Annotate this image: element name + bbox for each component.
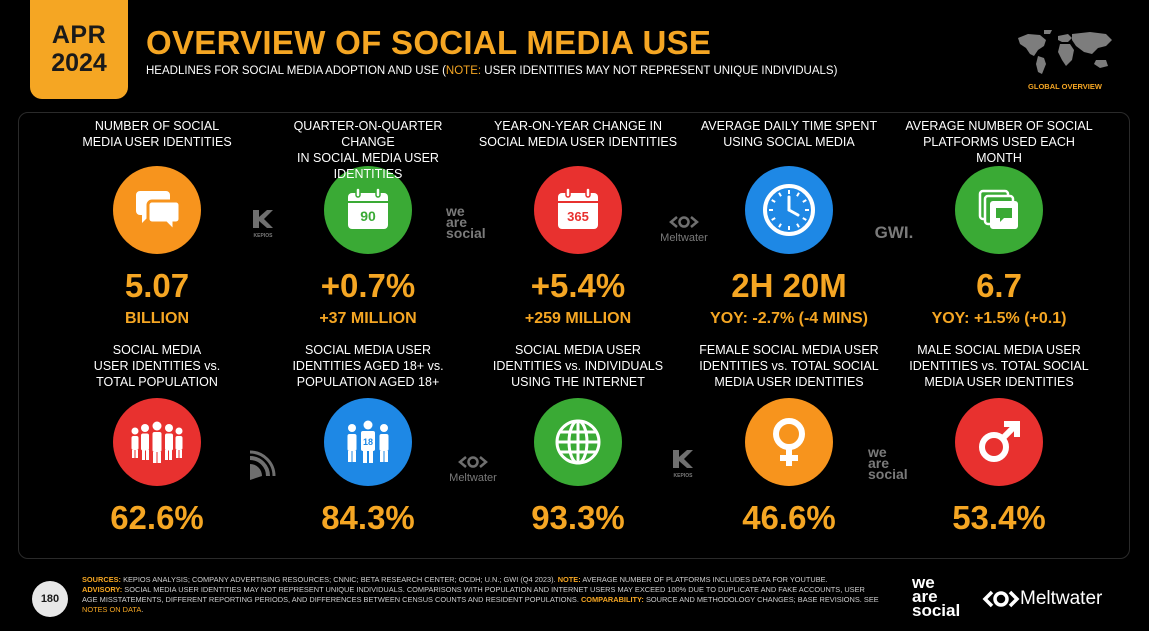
male-symbol-icon: [955, 398, 1043, 486]
card-social-media-user-identities: NUMBER OF SOCIAL MEDIA USER IDENTITIES 5.…: [57, 118, 257, 328]
card-sub: BILLION: [125, 310, 189, 327]
globe-icon: [534, 398, 622, 486]
card-label: SOCIAL MEDIA USER IDENTITIES vs. TOTAL POP…: [93, 343, 221, 389]
clock-icon: [745, 166, 833, 254]
calendar-90-icon: 90: [324, 166, 412, 254]
global-overview-label: GLOBAL OVERVIEW: [1028, 82, 1102, 91]
card-value: 93.3%: [531, 499, 625, 536]
date-month: APR: [51, 21, 107, 49]
card-value: 53.4%: [952, 499, 1046, 536]
female-symbol-icon: [745, 398, 833, 486]
meltwater-mark-icon: [982, 590, 1020, 608]
meltwater-logo-2: Meltwater: [441, 455, 505, 484]
crowd-icon: [113, 398, 201, 486]
card-value: 46.6%: [742, 499, 836, 536]
card-label: AVERAGE NUMBER OF SOCIAL PLATFORMS USED E…: [905, 119, 1093, 165]
card-label: FEMALE SOCIAL MEDIA USER IDENTITIES vs. T…: [699, 343, 879, 389]
card-yoy-change: YEAR-ON-YEAR CHANGE IN SOCIAL MEDIA USER …: [478, 118, 678, 328]
footnote: SOURCES: KEPIOS ANALYSIS; COMPANY ADVERT…: [82, 575, 879, 614]
card-vs-internet-users: SOCIAL MEDIA USER IDENTITIES vs. INDIVIDU…: [478, 342, 678, 536]
card-aged-18-plus: SOCIAL MEDIA USER IDENTITIES AGED 18+ vs.…: [268, 342, 468, 536]
calendar-365-icon: 365: [534, 166, 622, 254]
card-label: NUMBER OF SOCIAL MEDIA USER IDENTITIES: [82, 119, 232, 149]
card-label: YEAR-ON-YEAR CHANGE IN SOCIAL MEDIA USER …: [478, 119, 678, 149]
card-value: +5.4%: [530, 267, 626, 304]
adults-18-icon: 18: [324, 398, 412, 486]
card-value: 2H 20M: [731, 267, 847, 304]
chat-bubbles-icon: [113, 166, 201, 254]
svg-text:18: 18: [363, 437, 373, 447]
page-number: 180: [32, 581, 68, 617]
page-subtitle: HEADLINES FOR SOCIAL MEDIA ADOPTION AND …: [146, 65, 838, 77]
date-badge: APR 2024: [30, 0, 128, 99]
card-vs-total-population: SOCIAL MEDIA USER IDENTITIES vs. TOTAL POP…: [57, 342, 257, 536]
date-year: 2024: [51, 49, 107, 77]
page-title: OVERVIEW OF SOCIAL MEDIA USE: [146, 24, 712, 61]
card-label: QUARTER-ON-QUARTER CHANGE IN SOCIAL MEDIA…: [293, 119, 443, 181]
card-label: MALE SOCIAL MEDIA USER IDENTITIES vs. TOT…: [909, 343, 1089, 389]
meltwater-footer-logo: Meltwater: [982, 588, 1102, 610]
svg-text:365: 365: [567, 209, 589, 224]
card-value: 5.07: [124, 267, 190, 304]
card-sub: YOY: +1.5% (+0.1): [931, 310, 1067, 327]
we-are-social-footer-logo: we are social: [912, 573, 961, 620]
kepios-logo: KEPIOS: [246, 208, 280, 239]
card-female-share: FEMALE SOCIAL MEDIA USER IDENTITIES vs. T…: [689, 342, 889, 536]
gwi-logo: GWI.: [874, 223, 914, 242]
meltwater-logo: Meltwater: [652, 215, 716, 244]
svg-text:90: 90: [360, 208, 376, 224]
stacked-windows-icon: [955, 166, 1043, 254]
data-signal-icon: [246, 450, 280, 486]
world-map-icon: [1018, 30, 1112, 74]
card-sub: +259 MILLION: [524, 310, 632, 327]
content-frame: [18, 112, 1130, 559]
card-sub: YOY: -2.7% (-4 MINS): [710, 310, 868, 327]
we-are-social-logo: we are social: [446, 203, 486, 241]
we-are-social-logo-2: we are social: [868, 444, 908, 482]
card-value: 62.6%: [110, 499, 204, 536]
card-qoq-change: QUARTER-ON-QUARTER CHANGE IN SOCIAL MEDIA…: [268, 118, 468, 328]
card-value: 84.3%: [321, 499, 415, 536]
card-value: 6.7: [976, 267, 1022, 304]
card-male-share: MALE SOCIAL MEDIA USER IDENTITIES vs. TOT…: [899, 342, 1099, 536]
card-sub: +37 MILLION: [319, 310, 417, 327]
card-label: SOCIAL MEDIA USER IDENTITIES vs. INDIVIDU…: [492, 343, 664, 389]
card-value: +0.7%: [320, 267, 416, 304]
kepios-logo-2: KEPIOS: [666, 448, 700, 479]
notes-on-data-link[interactable]: NOTES ON DATA: [82, 605, 142, 614]
card-label: SOCIAL MEDIA USER IDENTITIES AGED 18+ vs.…: [292, 343, 444, 389]
card-avg-platforms: AVERAGE NUMBER OF SOCIAL PLATFORMS USED E…: [899, 118, 1099, 328]
card-label: AVERAGE DAILY TIME SPENT USING SOCIAL MED…: [700, 119, 878, 149]
card-daily-time: AVERAGE DAILY TIME SPENT USING SOCIAL MED…: [689, 118, 889, 328]
